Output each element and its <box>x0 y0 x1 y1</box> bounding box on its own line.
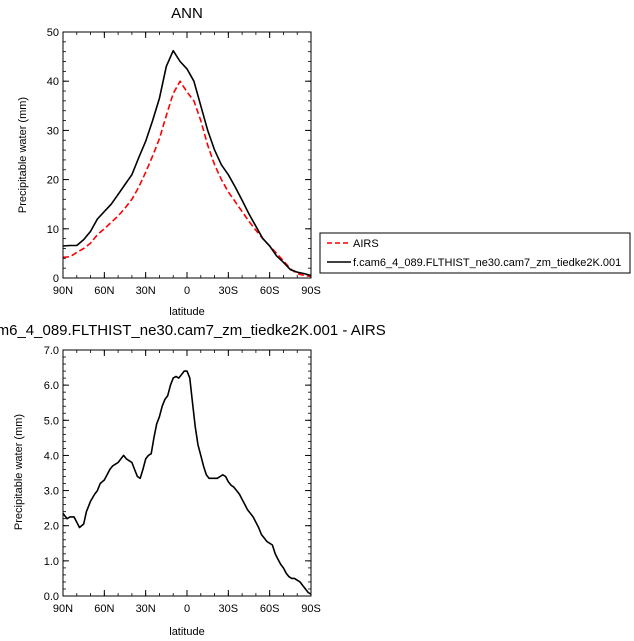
panel1-ylabel: Precipitable water (mm) <box>17 97 29 213</box>
panel2-xlabel: latitude <box>169 626 204 638</box>
panel1-xtick-label: 0 <box>184 285 190 297</box>
panel1-ytick-label: 20 <box>47 175 59 187</box>
panel1-ytick-label: 50 <box>47 27 59 39</box>
panel2-title: am6_4_089.FLTHIST_ne30.cam7_zm_tiedke2K.… <box>0 322 386 339</box>
panel2-plot: 90N 60N 30N 0 30S 60S 90S 0.0 1.0 2.0 3.0 4.0 5.0 6.0… <box>44 345 321 615</box>
panel2-xtick-label: 30S <box>219 603 239 615</box>
panel2-xtick-label: 90N <box>53 603 73 615</box>
panel1-xtick-label: 30S <box>219 285 239 297</box>
panel1-title: ANN <box>171 5 203 22</box>
panel2-series-line-0 <box>62 370 312 595</box>
panel2-ytick-label: 4.0 <box>44 450 59 462</box>
panel1-xlabel: latitude <box>169 306 204 318</box>
panel2-ytick-label: 3.0 <box>44 486 59 498</box>
panel1-xtick-label: 60S <box>260 285 280 297</box>
panel2-ytick-label: 0.0 <box>44 591 59 603</box>
panel2-ytick-label: 7.0 <box>44 345 59 357</box>
panel1-frame <box>62 31 312 279</box>
panel2-xtick-label: 60N <box>94 603 114 615</box>
panel1-xtick-label: 30N <box>136 285 156 297</box>
panel1-plot: 90N 60N 30N 0 30S 60S 90S 0 10 20 30 40 50 <box>47 27 321 297</box>
panel2-xtick-label: 90S <box>301 603 321 615</box>
panel2-ytick-label: 5.0 <box>44 415 59 427</box>
panel2-ytick-label: 6.0 <box>44 380 59 392</box>
legend-label-airs: AIRS <box>353 238 379 250</box>
panel2-ytick-label: 1.0 <box>44 556 59 568</box>
legend: AIRS f.cam6_4_089.FLTHIST_ne30.cam7_zm_t… <box>319 232 631 274</box>
legend-box <box>319 232 631 274</box>
legend-label-model: f.cam6_4_089.FLTHIST_ne30.cam7_zm_tiedke… <box>353 257 621 269</box>
panel2-xtick-label: 0 <box>184 603 190 615</box>
panel1-ytick-label: 0 <box>53 273 59 285</box>
panel1-series-line-0 <box>62 80 312 278</box>
panel1-series-line-1 <box>62 49 312 277</box>
panel1-ytick-label: 30 <box>47 125 59 137</box>
panel2-ylabel: Precipitable water (mm) <box>13 414 25 530</box>
panel1-ytick-label: 40 <box>47 76 59 88</box>
panel2-ytick-label: 2.0 <box>44 521 59 533</box>
panel2-xtick-label: 60S <box>260 603 280 615</box>
panel1-xtick-label: 90S <box>301 285 321 297</box>
panel1-ytick-label: 10 <box>47 224 59 236</box>
panel1-xtick-label: 90N <box>53 285 73 297</box>
panel2-frame <box>62 349 312 597</box>
panel1-xtick-label: 60N <box>94 285 114 297</box>
panel2-xtick-label: 30N <box>136 603 156 615</box>
